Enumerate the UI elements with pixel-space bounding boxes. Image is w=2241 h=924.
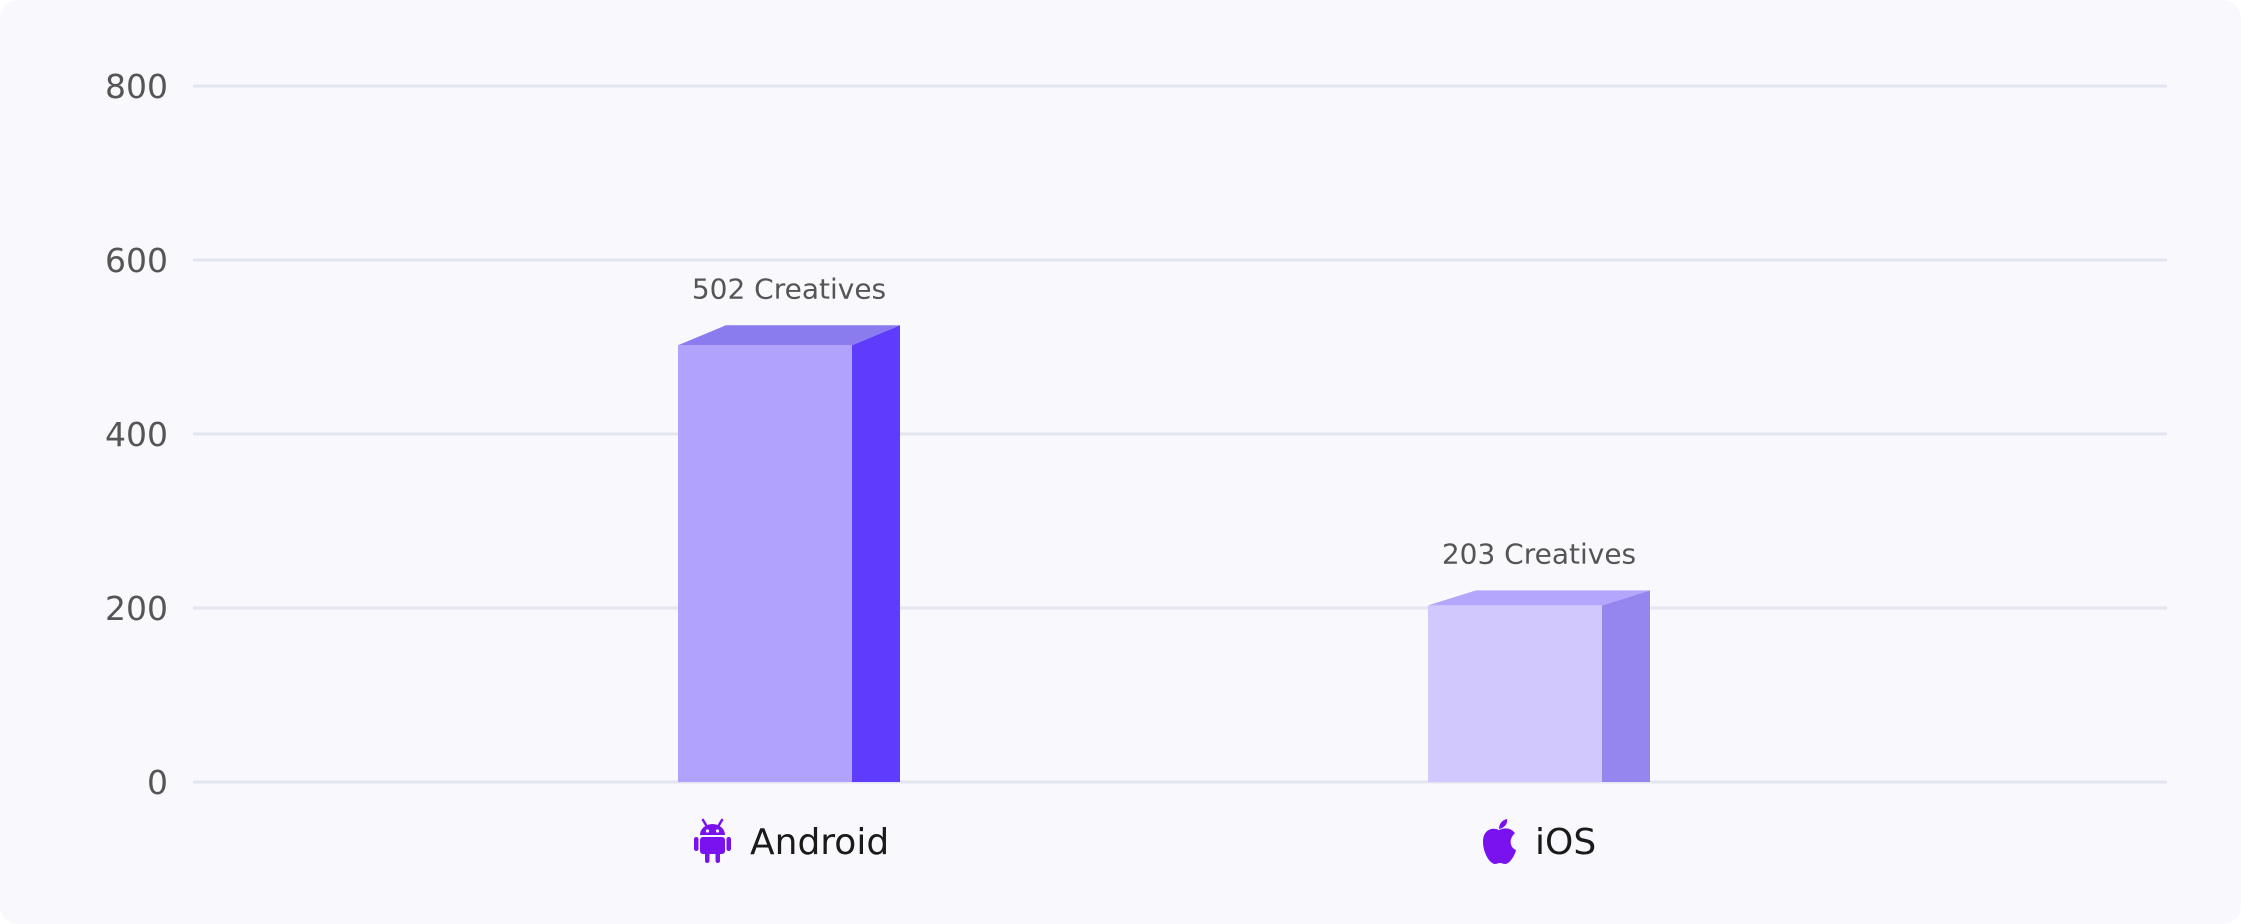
data-label: 502 Creatives bbox=[692, 272, 886, 305]
bar-side bbox=[1602, 590, 1650, 782]
x-tick-label: Android bbox=[750, 822, 889, 863]
android-icon bbox=[694, 818, 731, 863]
bar-top bbox=[678, 325, 900, 346]
y-tick-label: 400 bbox=[105, 415, 168, 454]
data-label: 203 Creatives bbox=[1442, 537, 1636, 570]
bar-side bbox=[852, 325, 900, 782]
x-category-ios: iOS bbox=[1483, 819, 1596, 864]
bar-front bbox=[678, 345, 852, 782]
y-tick-label: 600 bbox=[105, 241, 168, 280]
y-tick-label: 0 bbox=[147, 763, 168, 802]
bar-front bbox=[1428, 605, 1602, 782]
bar-top bbox=[1428, 590, 1650, 606]
y-tick-label: 800 bbox=[105, 67, 168, 106]
apple-icon bbox=[1483, 819, 1516, 864]
bar-ios bbox=[1428, 590, 1650, 782]
y-tick-label: 200 bbox=[105, 589, 168, 628]
x-category-android: Android bbox=[694, 818, 889, 863]
x-tick-label: iOS bbox=[1535, 822, 1596, 863]
bar-android bbox=[678, 325, 900, 782]
